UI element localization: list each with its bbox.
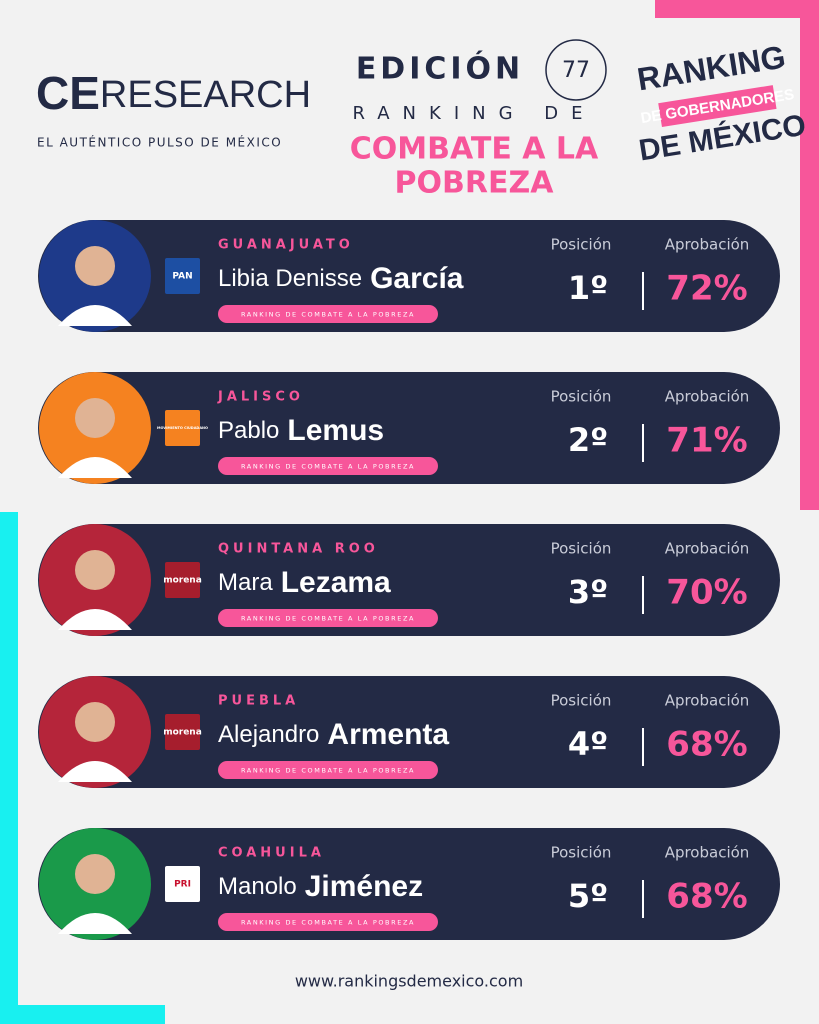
last-name: Lemus — [287, 414, 384, 447]
approval-label: Aprobación — [665, 388, 750, 406]
footer-url: www.rankingsdemexico.com — [295, 972, 523, 991]
photo-body — [58, 609, 132, 630]
row-pill — [38, 676, 780, 788]
last-name: Lezama — [281, 566, 391, 599]
party-logo — [165, 258, 200, 294]
name: Pablo Lemus — [218, 414, 384, 447]
subtitle: RANKING DE — [352, 103, 595, 124]
photo-head — [75, 550, 115, 590]
pink-frame — [655, 0, 819, 18]
party-logo — [165, 410, 200, 446]
name: Alejandro Armenta — [218, 718, 449, 751]
ranking-row: morena PUEBLA Alejandro Armenta RANKING DE C… — [38, 676, 780, 788]
cyan-frame — [0, 512, 18, 1024]
party-label: morena — [163, 728, 202, 738]
photo-head — [75, 702, 115, 742]
position: 5º — [568, 877, 608, 915]
name: Mara Lezama — [218, 566, 391, 599]
state: PUEBLA — [218, 694, 299, 709]
ranking-row: morena QUINTANA ROO Mara Lezama RANKING DE C… — [38, 524, 780, 636]
first-name: Libia Denisse — [218, 265, 362, 292]
approval-label: Aprobación — [665, 540, 750, 558]
logo: CERESEARCH — [36, 67, 311, 119]
title: POBREZA — [395, 166, 555, 201]
tag: RANKING DE COMBATE A LA POBREZA — [241, 767, 415, 775]
state: COAHUILA — [218, 846, 325, 861]
position: 2º — [568, 421, 608, 459]
approval-label: Aprobación — [665, 692, 750, 710]
edition-circle — [545, 39, 607, 101]
photo-body — [58, 457, 132, 478]
position-label: Posición — [551, 692, 612, 710]
approval: 68% — [666, 877, 747, 917]
photo-head — [75, 854, 115, 894]
badge-band — [658, 85, 777, 127]
ranking-list: PAN GUANAJUATO Libia Denisse García RANKING … — [38, 220, 780, 940]
name: Libia Denisse García — [218, 262, 464, 295]
photo-body — [58, 913, 132, 934]
name: Manolo Jiménez — [218, 870, 423, 903]
row-pill — [38, 828, 780, 940]
logo-ce: CE — [36, 67, 100, 119]
row-pill — [38, 220, 780, 332]
tag-pill — [218, 913, 438, 931]
party-label: morena — [163, 576, 202, 586]
position-label: Posición — [551, 236, 612, 254]
ranking-row: MOVIMIENTO CIUDADANO JALISCO Pablo Lemus RAN… — [38, 372, 780, 484]
party-label: PRI — [174, 880, 191, 890]
first-name: Alejandro — [218, 721, 319, 748]
state: GUANAJUATO — [218, 238, 354, 253]
tag: RANKING DE COMBATE A LA POBREZA — [241, 615, 415, 623]
position-label: Posición — [551, 540, 612, 558]
party-label: PAN — [172, 272, 192, 282]
party-logo — [165, 714, 200, 750]
first-name: Pablo — [218, 417, 279, 444]
approval: 70% — [666, 573, 747, 613]
tag-pill — [218, 305, 438, 323]
edition: EDICIÓN — [356, 50, 524, 87]
photo-body — [58, 761, 132, 782]
photo-head — [75, 398, 115, 438]
approval-label: Aprobación — [665, 844, 750, 862]
state: QUINTANA ROO — [218, 542, 379, 557]
photo-body — [58, 305, 132, 326]
first-name: Manolo — [218, 873, 297, 900]
tag-pill — [218, 457, 438, 475]
cyan-frame — [0, 1005, 165, 1024]
approval: 72% — [666, 269, 747, 309]
tag-pill — [218, 609, 438, 627]
logo-research: RESEARCH — [100, 74, 311, 116]
row-pill — [38, 524, 780, 636]
approval: 71% — [666, 421, 747, 461]
row-pill — [38, 372, 780, 484]
last-name: Jiménez — [305, 870, 423, 903]
tag: RANKING DE COMBATE A LA POBREZA — [241, 311, 415, 319]
tagline: EL AUTÉNTICO PULSO DE MÉXICO — [37, 135, 282, 150]
position: 1º — [568, 269, 608, 307]
party-logo — [165, 866, 200, 902]
edition-number: 77 — [562, 58, 590, 83]
party-label: MOVIMIENTO CIUDADANO — [157, 426, 208, 430]
position: 4º — [568, 725, 608, 763]
ranking-row: PAN GUANAJUATO Libia Denisse García RANKING … — [38, 220, 780, 332]
party-logo — [165, 562, 200, 598]
tag: RANKING DE COMBATE A LA POBREZA — [241, 919, 415, 927]
approval-label: Aprobación — [665, 236, 750, 254]
first-name: Mara — [218, 569, 273, 596]
photo-head — [75, 246, 115, 286]
pink-frame — [800, 0, 819, 510]
position-label: Posición — [551, 388, 612, 406]
last-name: Armenta — [327, 718, 449, 751]
ranking-row: PRI COAHUILA Manolo Jiménez RANKING DE COMBA… — [38, 828, 780, 940]
position-label: Posición — [551, 844, 612, 862]
last-name: García — [370, 262, 464, 295]
tag: RANKING DE COMBATE A LA POBREZA — [241, 463, 415, 471]
title: COMBATE A LA — [350, 132, 599, 167]
approval: 68% — [666, 725, 747, 765]
state: JALISCO — [217, 390, 304, 405]
tag-pill — [218, 761, 438, 779]
position: 3º — [568, 573, 608, 611]
